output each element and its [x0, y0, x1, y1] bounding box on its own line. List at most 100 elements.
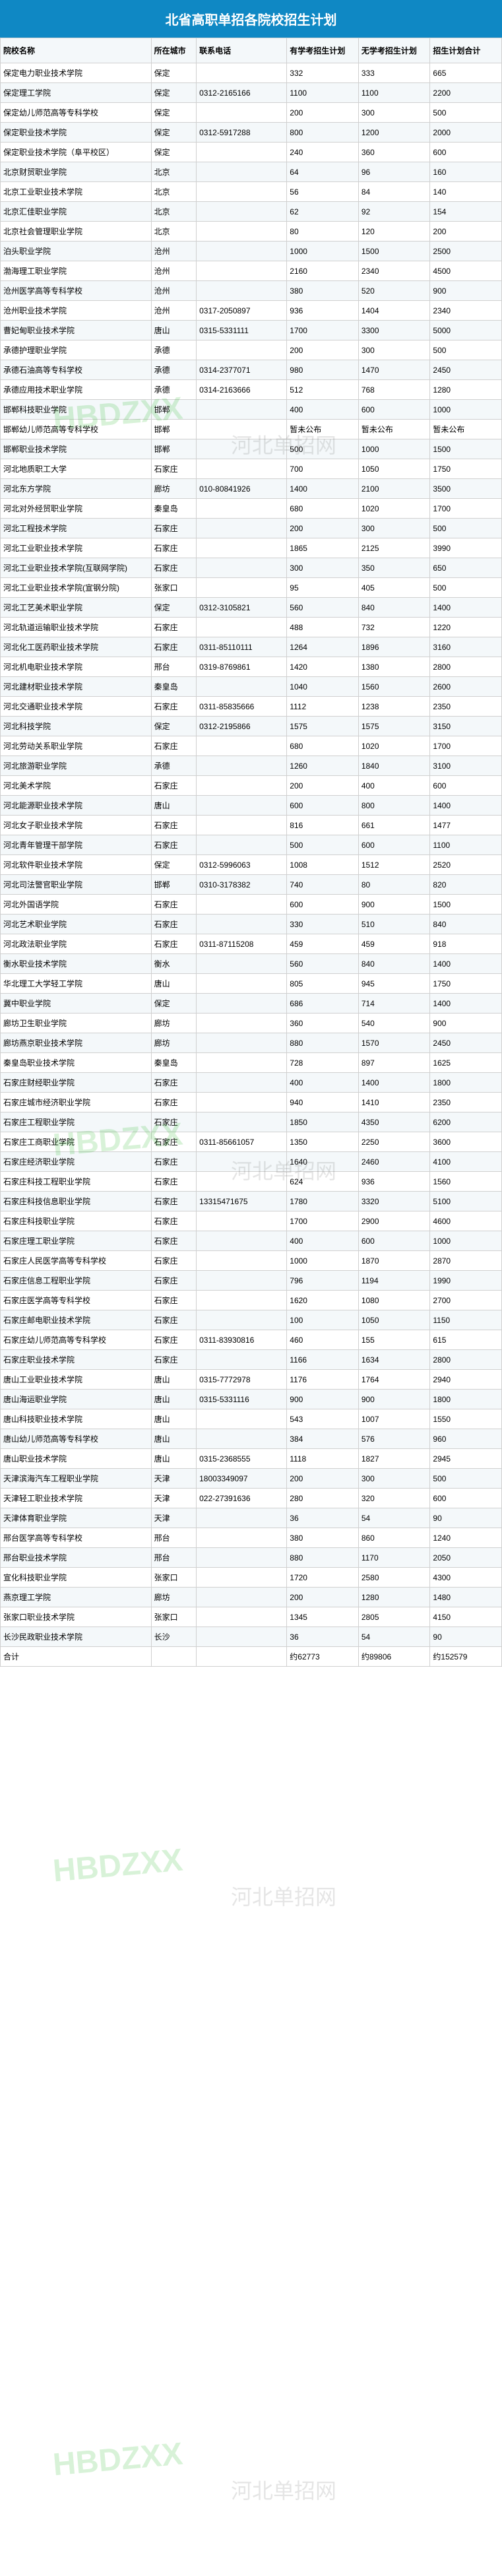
table-cell: 796 — [287, 1271, 359, 1291]
table-row: 邢台职业技术学院邢台88011702050 — [1, 1548, 502, 1568]
table-cell: 2500 — [430, 242, 502, 261]
table-cell: 秦皇岛 — [151, 499, 197, 519]
table-cell: 邢台 — [151, 1548, 197, 1568]
table-cell: 唐山 — [151, 1390, 197, 1409]
table-cell: 62 — [287, 202, 359, 222]
table-cell — [197, 1152, 287, 1172]
table-cell: 天津滨海汽车工程职业学院 — [1, 1469, 152, 1489]
table-row: 石家庄理工职业学院石家庄4006001000 — [1, 1231, 502, 1251]
watermark-text: 河北单招网 — [231, 2474, 336, 2505]
table-cell: 石家庄 — [151, 835, 197, 855]
table-cell: 1400 — [430, 796, 502, 816]
table-cell: 石家庄 — [151, 915, 197, 934]
table-cell: 0311-85110111 — [197, 637, 287, 657]
table-cell: 河北东方学院 — [1, 479, 152, 499]
table-cell: 北京财贸职业学院 — [1, 162, 152, 182]
table-cell: 石家庄 — [151, 1310, 197, 1330]
table-cell: 840 — [358, 598, 430, 618]
table-cell: 13315471675 — [197, 1192, 287, 1211]
table-cell: 唐山海运职业学院 — [1, 1390, 152, 1409]
table-cell: 945 — [358, 974, 430, 994]
table-cell: 廊坊燕京职业技术学院 — [1, 1033, 152, 1053]
table-cell: 0311-83930816 — [197, 1330, 287, 1350]
table-cell — [197, 954, 287, 974]
table-cell: 承德 — [151, 756, 197, 776]
table-cell: 4300 — [430, 1568, 502, 1588]
table-cell: 1280 — [358, 1588, 430, 1607]
table-cell: 36 — [287, 1508, 359, 1528]
table-cell: 960 — [430, 1429, 502, 1449]
table-cell: 360 — [287, 1014, 359, 1033]
table-cell: 3320 — [358, 1192, 430, 1211]
table-cell: 936 — [358, 1172, 430, 1192]
table-cell: 1500 — [430, 895, 502, 915]
table-cell: 820 — [430, 875, 502, 895]
table-cell: 河北女子职业技术学院 — [1, 816, 152, 835]
table-cell: 18003349097 — [197, 1469, 287, 1489]
table-cell — [197, 1627, 287, 1647]
table-cell: 624 — [287, 1172, 359, 1192]
table-cell: 1007 — [358, 1409, 430, 1429]
table-cell: 4150 — [430, 1607, 502, 1627]
table-cell: 200 — [287, 103, 359, 123]
table-cell — [197, 1211, 287, 1231]
table-cell: 120 — [358, 222, 430, 242]
table-cell: 4600 — [430, 1211, 502, 1231]
table-cell: 石家庄 — [151, 618, 197, 637]
table-cell — [197, 1508, 287, 1528]
table-row: 河北地质职工大学石家庄70010501750 — [1, 459, 502, 479]
table-row: 衡水职业技术学院衡水5608401400 — [1, 954, 502, 974]
table-cell — [197, 756, 287, 776]
table-cell — [197, 736, 287, 756]
table-cell: 500 — [287, 835, 359, 855]
table-cell: 2350 — [430, 1093, 502, 1112]
table-cell — [197, 835, 287, 855]
table-cell: 3150 — [430, 717, 502, 736]
table-cell: 1700 — [287, 321, 359, 340]
table-cell: 邯郸 — [151, 400, 197, 420]
table-cell: 510 — [358, 915, 430, 934]
table-cell: 邯郸 — [151, 439, 197, 459]
table-cell: 1827 — [358, 1449, 430, 1469]
table-cell: 1640 — [287, 1152, 359, 1172]
table-cell: 1350 — [287, 1132, 359, 1152]
table-cell: 邯郸 — [151, 420, 197, 439]
table-cell: 54 — [358, 1627, 430, 1647]
table-cell: 石家庄 — [151, 1152, 197, 1172]
table-cell: 1000 — [430, 400, 502, 420]
table-row: 曹妃甸职业技术学院唐山0315-5331111170033005000 — [1, 321, 502, 340]
table-cell: 唐山 — [151, 1370, 197, 1390]
table-cell: 河北劳动关系职业学院 — [1, 736, 152, 756]
table-cell: 1865 — [287, 538, 359, 558]
table-cell — [197, 816, 287, 835]
table-cell: 900 — [358, 1390, 430, 1409]
table-cell: 1238 — [358, 697, 430, 717]
table-row: 燕京理工学院廊坊20012801480 — [1, 1588, 502, 1607]
table-cell: 96 — [358, 162, 430, 182]
table-cell: 816 — [287, 816, 359, 835]
table-cell — [197, 1350, 287, 1370]
table-cell: 2520 — [430, 855, 502, 875]
table-cell: 1575 — [358, 717, 430, 736]
table-cell: 2460 — [358, 1152, 430, 1172]
table-cell: 800 — [287, 123, 359, 143]
table-cell: 1260 — [287, 756, 359, 776]
table-cell: 保定理工学院 — [1, 83, 152, 103]
table-cell: 石家庄医学高等专科学校 — [1, 1291, 152, 1310]
table-cell: 4350 — [358, 1112, 430, 1132]
table-cell: 石家庄 — [151, 1112, 197, 1132]
table-cell: 石家庄科技工程职业学院 — [1, 1172, 152, 1192]
table-cell — [197, 400, 287, 420]
table-row: 唐山职业技术学院唐山0315-2368555111818272945 — [1, 1449, 502, 1469]
table-cell: 405 — [358, 578, 430, 598]
table-cell: 1850 — [287, 1112, 359, 1132]
table-cell: 320 — [358, 1489, 430, 1508]
table-cell: 廊坊卫生职业学院 — [1, 1014, 152, 1033]
table-cell: 543 — [287, 1409, 359, 1429]
table-cell: 64 — [287, 162, 359, 182]
enrollment-table: 院校名称 所在城市 联系电话 有学考招生计划 无学考招生计划 招生计划合计 保定… — [0, 38, 502, 1667]
table-cell: 石家庄城市经济职业学院 — [1, 1093, 152, 1112]
table-row: 华北理工大学轻工学院唐山8059451750 — [1, 974, 502, 994]
table-cell: 保定 — [151, 143, 197, 162]
col-school: 院校名称 — [1, 38, 152, 63]
